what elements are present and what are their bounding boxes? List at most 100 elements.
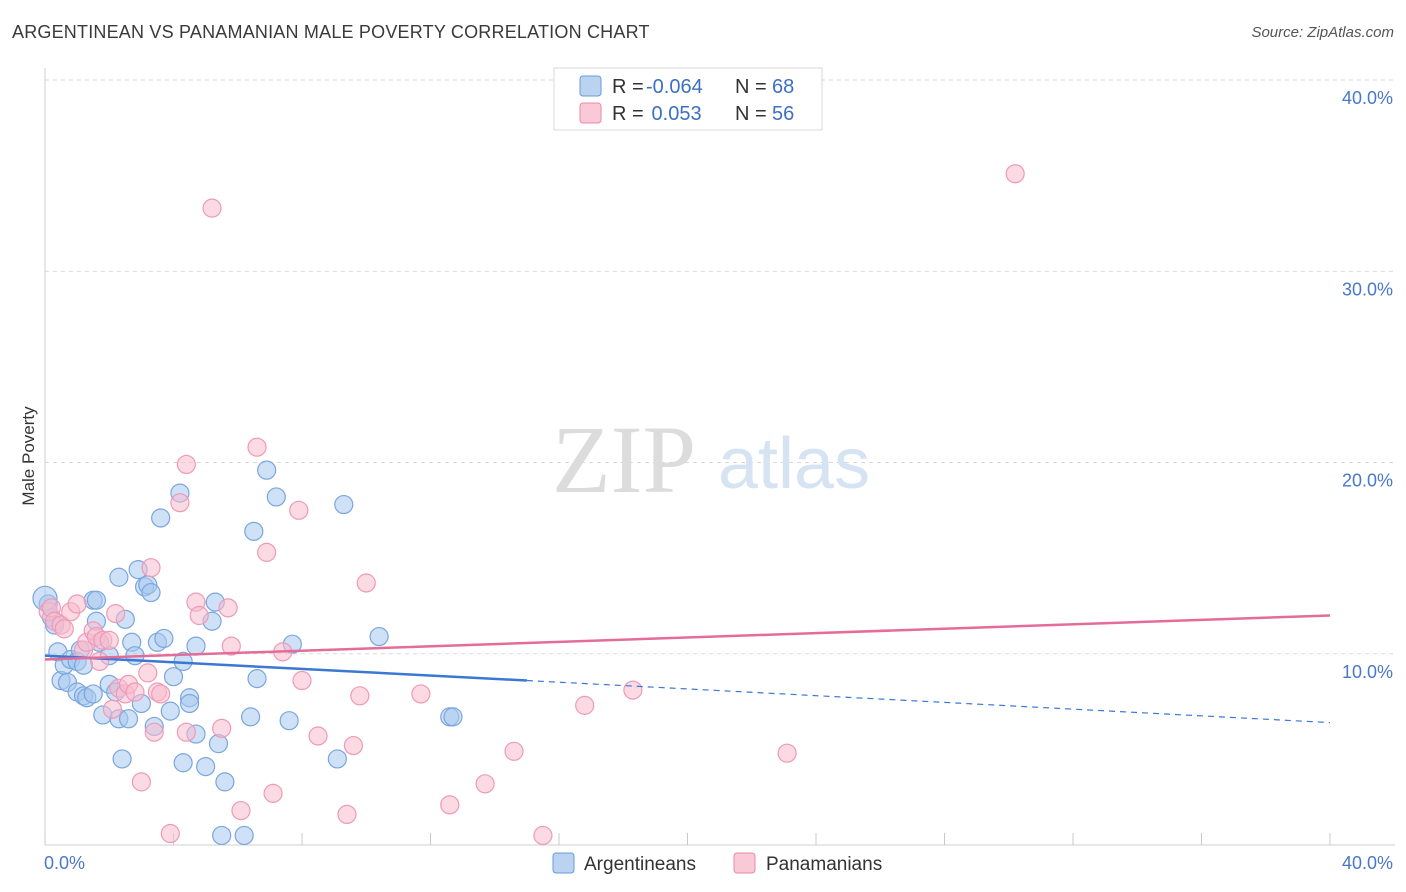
- panamanian-point-34: [218, 598, 238, 618]
- panamanian-point-37: [247, 437, 267, 457]
- argentinean-point-16: [86, 590, 107, 610]
- panamanian-point-19: [125, 682, 145, 702]
- y-tick-label-1: 20.0%: [1342, 471, 1393, 491]
- panamanian-point-54: [623, 680, 643, 700]
- panamanian-point-42: [292, 670, 312, 691]
- panamanian-point-22: [141, 558, 161, 578]
- legend-n-value-0: 68: [772, 76, 794, 98]
- legend-r-label-0: R =: [612, 76, 644, 98]
- y-tick-label-0: 10.0%: [1342, 662, 1393, 682]
- legend-n-value-1: 56: [772, 103, 794, 125]
- panamanian-point-32: [202, 198, 222, 218]
- panamanian-point-41: [289, 500, 309, 520]
- panamanian-trend-line: [44, 614, 1331, 661]
- y-tick-label-3: 40.0%: [1342, 88, 1393, 108]
- legend-n-label-1: N =: [735, 103, 767, 125]
- y-tick-label-2: 30.0%: [1342, 279, 1393, 299]
- grid: [45, 79, 1395, 655]
- panamanian-point-44: [337, 804, 357, 825]
- argentinean-point-66: [443, 707, 463, 727]
- series-label-argentineans: Argentineans: [584, 854, 696, 875]
- watermark: ZIP atlas: [552, 406, 870, 513]
- panamanian-point-25: [151, 684, 171, 704]
- series-legend: Argentineans Panamanians: [552, 852, 882, 875]
- source-label: Source: ZipAtlas.com: [1251, 24, 1394, 41]
- panamanian-point-4: [54, 619, 74, 639]
- argentinean-point-64: [369, 626, 389, 647]
- legend-r-value-0: -0.064: [646, 76, 703, 98]
- panamanian-point-11: [90, 651, 110, 672]
- argentinean-trend-line: [44, 654, 527, 682]
- panamanian-point-55: [777, 743, 797, 763]
- y-axis-title: Male Poverty: [19, 406, 38, 506]
- panamanian-point-6: [67, 594, 87, 614]
- argentinean-point-48: [196, 756, 216, 777]
- panamanian-point-29: [176, 454, 196, 475]
- legend-r-value-1: 0.053: [646, 103, 702, 125]
- legend-n-label-0: N =: [735, 76, 767, 98]
- legend: R = -0.064 N = 68 R = 0.053 N = 56: [553, 67, 823, 131]
- argentinean-point-56: [244, 521, 264, 541]
- panamanian-point-26: [160, 823, 180, 844]
- panamanian-point-51: [504, 741, 524, 761]
- argentinean-point-43: [173, 753, 193, 773]
- panamanian-point-39: [263, 783, 283, 803]
- panamanian-point-28: [176, 722, 196, 742]
- panamanian-point-48: [411, 684, 431, 704]
- argentinean-trend-extension: [526, 679, 1331, 724]
- legend-swatch-panamanians: [579, 102, 602, 124]
- x-tick-label-0: 0.0%: [44, 853, 85, 873]
- argentinean-point-25: [112, 749, 132, 769]
- argentinean-point-57: [247, 669, 267, 689]
- panamanian-point-49: [440, 795, 460, 815]
- x-tick-labels: 0.0% 40.0%: [44, 853, 1393, 873]
- legend-swatch-argentineans: [579, 75, 602, 97]
- panamanian-point-23: [144, 722, 164, 742]
- panamanian-point-14: [102, 699, 123, 719]
- panamanian-point-20: [131, 772, 151, 792]
- argentinean-point-52: [215, 772, 235, 792]
- panamanian-point-53: [575, 695, 595, 715]
- chart-title: ARGENTINEAN VS PANAMANIAN MALE POVERTY C…: [12, 22, 650, 42]
- panamanian-point-36: [231, 800, 251, 821]
- argentinean-point-27: [118, 709, 139, 729]
- data-points: [32, 164, 1025, 846]
- argentinean-point-40: [163, 667, 184, 687]
- legend-r-label-1: R =: [612, 103, 644, 125]
- panamanian-point-38: [257, 542, 277, 562]
- watermark-atlas: atlas: [718, 424, 870, 504]
- panamanian-point-52: [533, 825, 553, 846]
- series-swatch-panamanians: [733, 852, 756, 874]
- argentinean-point-53: [212, 825, 232, 846]
- x-tick-label-1: 40.0%: [1342, 853, 1393, 873]
- panamanian-point-50: [475, 774, 495, 794]
- argentinean-point-62: [327, 749, 347, 769]
- argentinean-point-55: [241, 707, 261, 727]
- argentinean-point-37: [151, 508, 171, 528]
- panamanian-point-33: [212, 718, 232, 738]
- panamanian-point-31: [189, 605, 209, 626]
- panamanian-point-47: [356, 573, 376, 593]
- argentinean-point-38: [154, 628, 174, 649]
- panamanian-point-13: [99, 630, 119, 650]
- panamanian-point-35: [221, 636, 241, 656]
- argentinean-point-39: [160, 701, 180, 721]
- watermark-zip: ZIP: [552, 406, 696, 513]
- panamanian-point-15: [106, 603, 126, 624]
- panamanian-point-46: [350, 686, 370, 706]
- argentinean-point-58: [257, 460, 277, 480]
- argentinean-point-45: [179, 693, 200, 714]
- panamanian-point-56: [1005, 164, 1025, 184]
- argentinean-point-54: [234, 825, 254, 846]
- series-label-panamanians: Panamanians: [766, 854, 882, 875]
- argentinean-point-46: [186, 636, 206, 656]
- argentinean-point-34: [141, 582, 161, 603]
- panamanian-point-43: [308, 726, 328, 746]
- y-tick-labels: 10.0% 20.0% 30.0% 40.0%: [1342, 88, 1393, 682]
- panamanian-point-21: [138, 663, 158, 683]
- argentinean-point-60: [279, 711, 299, 731]
- panamanian-point-45: [343, 735, 363, 756]
- argentinean-point-14: [83, 684, 103, 704]
- series-swatch-argentineans: [552, 852, 575, 874]
